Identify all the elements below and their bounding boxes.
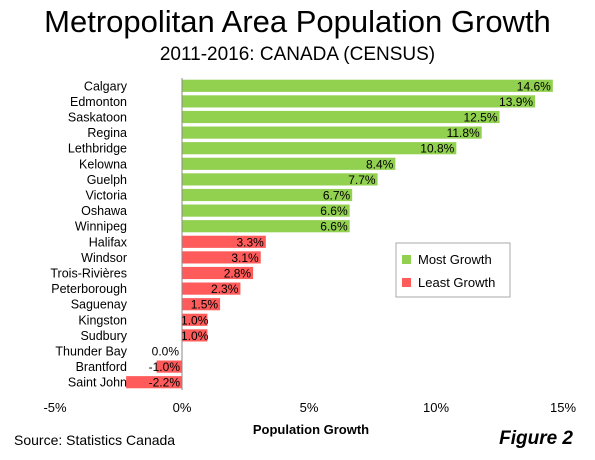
bar-9: [182, 220, 350, 233]
data-label-9: 6.6%: [320, 220, 348, 234]
category-label-11: Windsor: [81, 251, 127, 265]
data-label-19: -2.2%: [149, 376, 181, 390]
category-label-15: Kingston: [78, 313, 127, 327]
legend-label-least: Least Growth: [418, 275, 495, 290]
bar-19: [126, 376, 182, 389]
legend-swatch-most: [402, 255, 411, 264]
bar-18: [156, 360, 182, 373]
data-label-17: 0.0%: [152, 345, 180, 359]
bar-8: [182, 204, 350, 217]
data-label-15: 1.0%: [181, 313, 209, 327]
category-label-8: Oshawa: [81, 204, 127, 218]
category-label-18: Brantford: [76, 360, 127, 374]
x-tick-label-1: 0%: [173, 400, 192, 415]
bar-0: [182, 79, 553, 92]
bar-15: [182, 313, 208, 326]
data-label-12: 2.8%: [224, 267, 252, 281]
chart-subtitle: 2011-2016: CANADA (CENSUS): [159, 44, 436, 65]
data-label-5: 8.4%: [366, 157, 394, 171]
bar-5: [182, 157, 396, 170]
data-label-7: 6.7%: [323, 189, 351, 203]
category-label-14: Saguenay: [71, 298, 128, 312]
x-tick-label-3: 10%: [423, 400, 449, 415]
data-label-11: 3.1%: [231, 251, 259, 265]
category-label-10: Halifax: [89, 235, 128, 249]
x-tick-label-2: 5%: [300, 400, 319, 415]
category-label-4: Lethbridge: [68, 142, 127, 156]
legend: Most Growth Least Growth: [395, 242, 511, 298]
category-label-6: Guelph: [87, 173, 127, 187]
category-label-1: Edmonton: [70, 95, 127, 109]
bar-1: [182, 95, 536, 108]
bar-4: [182, 142, 457, 155]
data-label-6: 7.7%: [348, 173, 376, 187]
source-note: Source: Statistics Canada: [14, 432, 176, 448]
category-label-2: Saskatoon: [68, 111, 127, 125]
category-label-5: Kelowna: [79, 157, 127, 171]
x-tick-label-4: 15%: [550, 400, 576, 415]
category-label-13: Peterborough: [51, 282, 127, 296]
bar-14: [182, 298, 221, 311]
category-label-3: Regina: [87, 126, 127, 140]
data-label-16: 1.0%: [181, 329, 209, 343]
category-label-7: Victoria: [86, 189, 128, 203]
bar-13: [182, 282, 241, 295]
data-label-14: 1.5%: [191, 298, 219, 312]
data-label-10: 3.3%: [236, 235, 264, 249]
bar-10: [182, 235, 266, 248]
data-label-4: 10.8%: [420, 142, 454, 156]
figure-label: Figure 2: [499, 428, 573, 449]
chart-title: Metropolitan Area Population Growth: [44, 4, 551, 39]
category-label-9: Winnipeg: [75, 220, 127, 234]
data-label-0: 14.6%: [517, 79, 551, 93]
bar-12: [182, 266, 254, 280]
x-tick-label-0: -5%: [43, 400, 67, 415]
legend-label-most: Most Growth: [418, 252, 492, 267]
category-label-17: Thunder Bay: [55, 345, 127, 359]
bar-11: [182, 251, 261, 264]
bar-6: [182, 173, 378, 186]
category-label-12: Trois-Rivières: [50, 267, 127, 281]
category-label-19: Saint John: [68, 376, 127, 390]
bar-16: [182, 329, 208, 342]
category-label-0: Calgary: [84, 79, 128, 93]
data-label-13: 2.3%: [211, 282, 239, 296]
data-label-2: 12.5%: [463, 111, 497, 125]
bar-2: [182, 110, 500, 124]
bar-7: [182, 188, 353, 202]
data-label-18: -1.0%: [149, 360, 181, 374]
bar-3: [182, 126, 482, 139]
data-label-1: 13.9%: [499, 95, 533, 109]
x-axis-label: Population Growth: [253, 422, 369, 437]
category-label-16: Sudbury: [80, 329, 127, 343]
data-label-8: 6.6%: [320, 204, 348, 218]
legend-swatch-least: [402, 278, 411, 287]
data-label-3: 11.8%: [447, 126, 480, 140]
